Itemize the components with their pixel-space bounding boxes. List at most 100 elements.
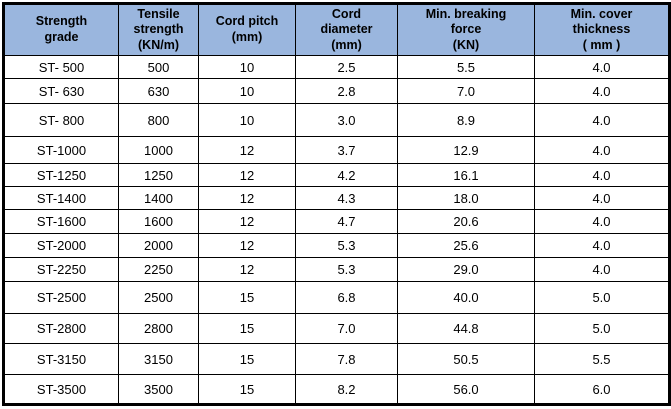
table-cell: 50.5: [397, 343, 535, 375]
column-header-cord-diameter: Cord diameter (mm): [295, 3, 398, 56]
table-cell: 3.7: [295, 136, 398, 164]
table-cell: 4.0: [534, 186, 670, 210]
table-cell: 4.0: [534, 136, 670, 164]
table-cell: ST-3500: [3, 374, 119, 405]
table-cell: 4.0: [534, 78, 670, 104]
header-row: Strength grade Tensile strength (KN/m) C…: [3, 3, 670, 56]
table-row: ST-2500 2500 15 6.8 40.0 5.0: [3, 281, 670, 314]
table-cell: 4.0: [534, 257, 670, 282]
table-cell: 10: [198, 103, 296, 137]
table-cell: 1400: [118, 186, 199, 210]
table-cell: 8.9: [397, 103, 535, 137]
table-cell: 10: [198, 78, 296, 104]
table-cell: 12: [198, 209, 296, 234]
table-cell: ST- 800: [3, 103, 119, 137]
table-row: ST-1600 1600 12 4.7 20.6 4.0: [3, 209, 670, 234]
table-cell: 5.0: [534, 281, 670, 314]
table-cell: 8.2: [295, 374, 398, 405]
table-cell: 4.0: [534, 233, 670, 258]
column-header-min-breaking-force: Min. breaking force (KN): [397, 3, 535, 56]
table-row: ST- 500 500 10 2.5 5.5 4.0: [3, 55, 670, 79]
table-cell: 3150: [118, 343, 199, 375]
table-cell: 2500: [118, 281, 199, 314]
table-cell: 5.3: [295, 257, 398, 282]
table-cell: 10: [198, 55, 296, 79]
table-body: ST- 500 500 10 2.5 5.5 4.0 ST- 630 630 10 2.8 7.0 4…: [3, 55, 670, 405]
column-header-min-cover-thickness: Min. cover thickness ( mm ): [534, 3, 670, 56]
table-cell: 4.0: [534, 209, 670, 234]
table-row: ST-1000 1000 12 3.7 12.9 4.0: [3, 136, 670, 164]
table-cell: ST-2250: [3, 257, 119, 282]
table-cell: 25.6: [397, 233, 535, 258]
table-row: ST-1400 1400 12 4.3 18.0 4.0: [3, 186, 670, 210]
table-cell: 6.8: [295, 281, 398, 314]
table-cell: 6.0: [534, 374, 670, 405]
table-row: ST-2800 2800 15 7.0 44.8 5.0: [3, 313, 670, 344]
table-cell: 3500: [118, 374, 199, 405]
table-row: ST-3150 3150 15 7.8 50.5 5.5: [3, 343, 670, 375]
table-row: ST-3500 3500 15 8.2 56.0 6.0: [3, 374, 670, 405]
table-cell: 29.0: [397, 257, 535, 282]
table-cell: ST-2500: [3, 281, 119, 314]
table-cell: 15: [198, 374, 296, 405]
table-cell: 12: [198, 163, 296, 187]
table-cell: 12.9: [397, 136, 535, 164]
table-cell: 20.6: [397, 209, 535, 234]
table-cell: 40.0: [397, 281, 535, 314]
table-cell: 5.5: [534, 343, 670, 375]
table-cell: 7.8: [295, 343, 398, 375]
table-cell: 4.2: [295, 163, 398, 187]
table-cell: ST-2800: [3, 313, 119, 344]
table-cell: 1250: [118, 163, 199, 187]
table-cell: 4.7: [295, 209, 398, 234]
table-cell: 2.8: [295, 78, 398, 104]
table-cell: 3.0: [295, 103, 398, 137]
table-row: ST- 800 800 10 3.0 8.9 4.0: [3, 103, 670, 137]
table-cell: 7.0: [397, 78, 535, 104]
table-cell: 16.1: [397, 163, 535, 187]
table-cell: 5.5: [397, 55, 535, 79]
table-cell: 15: [198, 343, 296, 375]
column-header-tensile-strength: Tensile strength (KN/m): [118, 3, 199, 56]
table-cell: ST-3150: [3, 343, 119, 375]
table-cell: 4.0: [534, 55, 670, 79]
table-cell: 12: [198, 136, 296, 164]
table-cell: 1000: [118, 136, 199, 164]
table-cell: 12: [198, 186, 296, 210]
table-cell: ST- 630: [3, 78, 119, 104]
table-row: ST-2000 2000 12 5.3 25.6 4.0: [3, 233, 670, 258]
table-cell: ST-1400: [3, 186, 119, 210]
table-cell: 630: [118, 78, 199, 104]
table-cell: ST-1250: [3, 163, 119, 187]
table-cell: 4.0: [534, 103, 670, 137]
table-cell: 500: [118, 55, 199, 79]
column-header-strength-grade: Strength grade: [3, 3, 119, 56]
table-cell: 5.3: [295, 233, 398, 258]
table-row: ST- 630 630 10 2.8 7.0 4.0: [3, 78, 670, 104]
table-cell: 2.5: [295, 55, 398, 79]
table-cell: 4.3: [295, 186, 398, 210]
table-cell: 800: [118, 103, 199, 137]
table-cell: 56.0: [397, 374, 535, 405]
table-cell: 1600: [118, 209, 199, 234]
column-header-cord-pitch: Cord pitch (mm): [198, 3, 296, 56]
table-cell: ST-1600: [3, 209, 119, 234]
table-cell: 12: [198, 257, 296, 282]
table-cell: 15: [198, 313, 296, 344]
table-cell: 7.0: [295, 313, 398, 344]
table-cell: 2000: [118, 233, 199, 258]
table-cell: 2250: [118, 257, 199, 282]
table-cell: 44.8: [397, 313, 535, 344]
table-row: ST-1250 1250 12 4.2 16.1 4.0: [3, 163, 670, 187]
table-header: Strength grade Tensile strength (KN/m) C…: [3, 3, 670, 56]
table-row: ST-2250 2250 12 5.3 29.0 4.0: [3, 257, 670, 282]
table-cell: ST-2000: [3, 233, 119, 258]
table-cell: 4.0: [534, 163, 670, 187]
table-cell: 2800: [118, 313, 199, 344]
table-cell: 12: [198, 233, 296, 258]
table-cell: 15: [198, 281, 296, 314]
table-cell: 5.0: [534, 313, 670, 344]
table-cell: ST-1000: [3, 136, 119, 164]
